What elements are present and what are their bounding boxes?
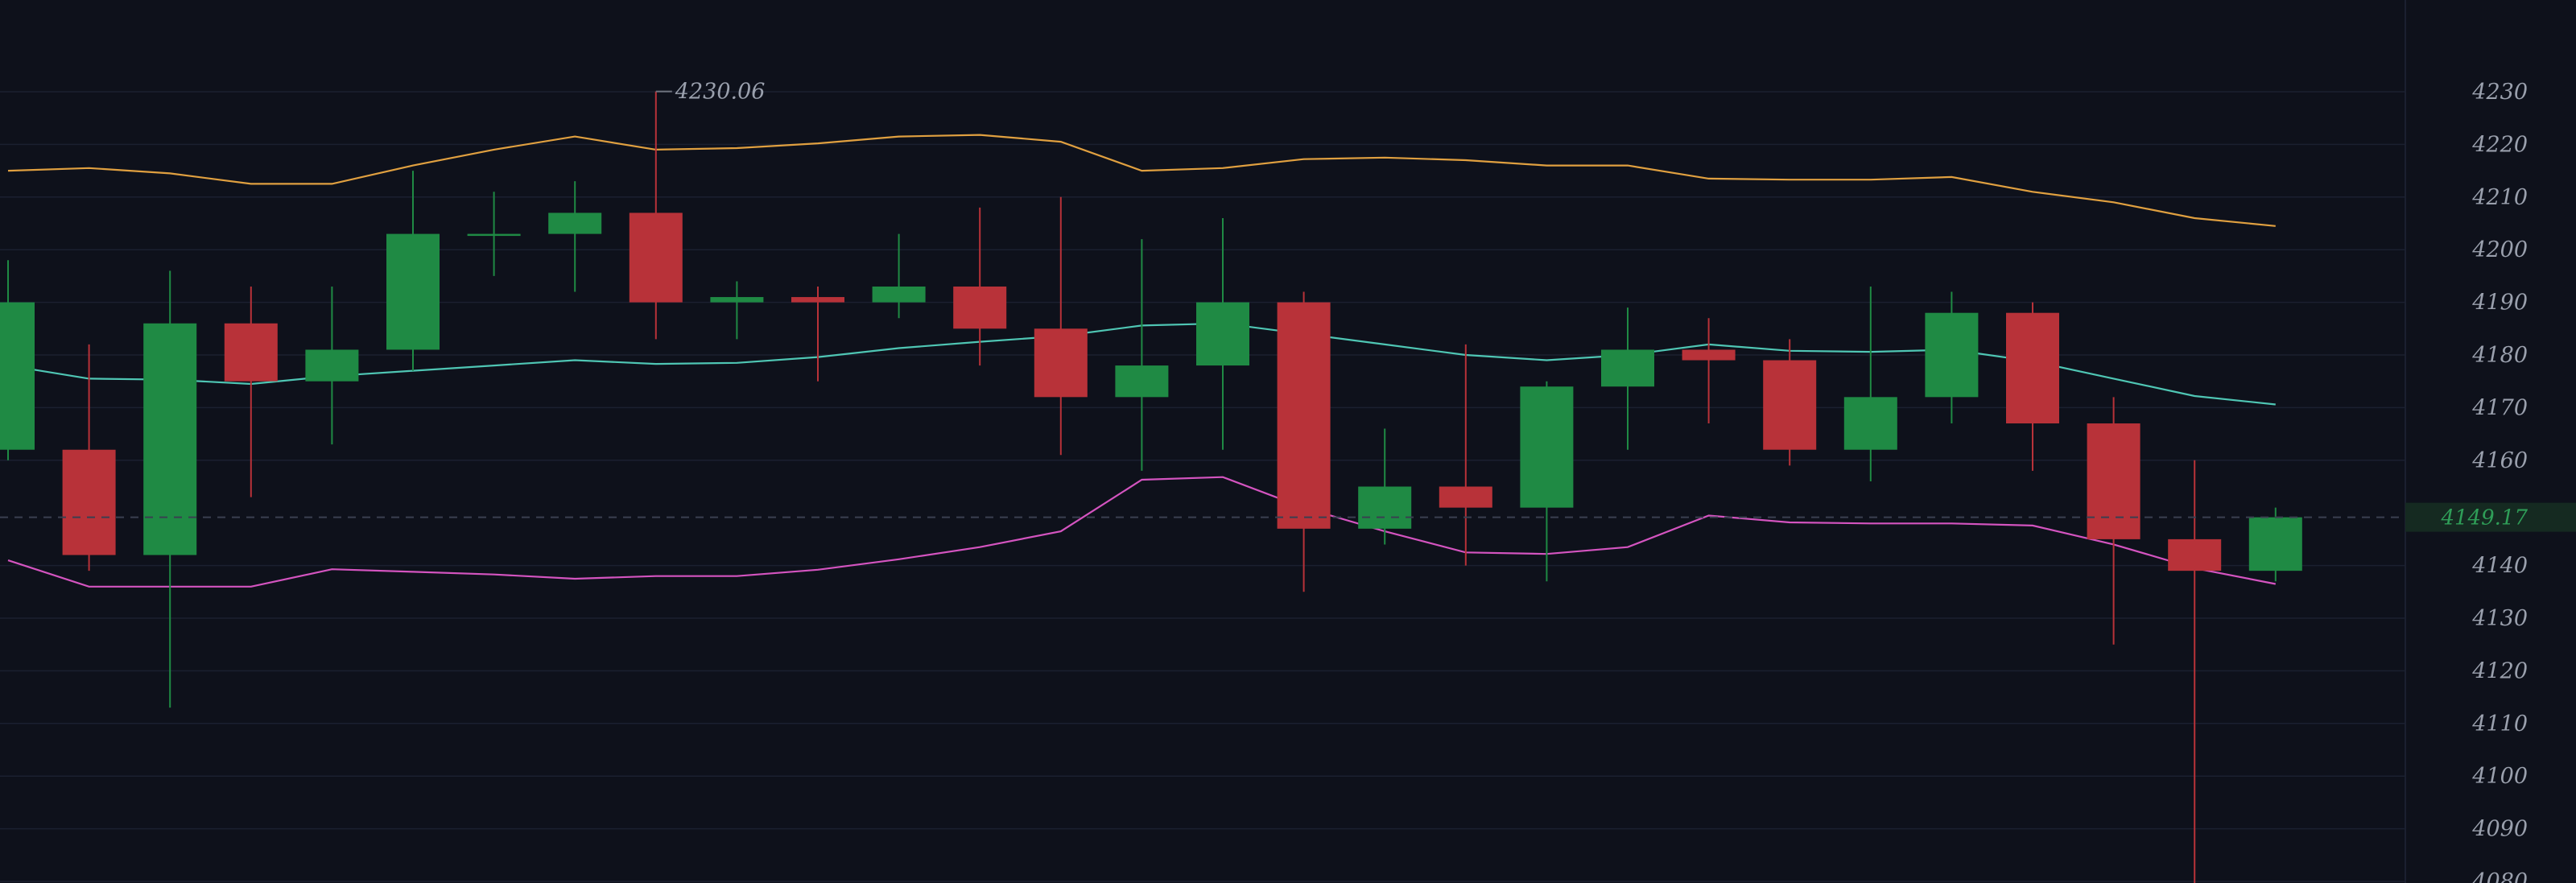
candle xyxy=(2087,397,2140,645)
candle-body xyxy=(2168,538,2222,571)
candle-body xyxy=(143,323,197,555)
candle xyxy=(2168,460,2222,883)
candle-body xyxy=(1601,349,1654,387)
current-price-tag-label: 4149.17 xyxy=(2440,506,2528,530)
candle-body xyxy=(0,302,35,450)
high-annotation: 4230.06 xyxy=(655,80,766,105)
candle xyxy=(0,260,35,460)
current-price-tag-background xyxy=(2405,502,2576,532)
candle xyxy=(62,344,116,571)
candle xyxy=(1601,307,1654,450)
candle-body xyxy=(710,297,764,303)
candle-body xyxy=(1520,386,1574,508)
candle-body xyxy=(62,449,116,555)
y-tick-label: 4090 xyxy=(2471,817,2528,842)
y-tick-label: 4080 xyxy=(2471,869,2528,883)
candle-body xyxy=(872,286,926,303)
candle-body xyxy=(1277,302,1331,529)
candle xyxy=(1925,291,1979,424)
candle xyxy=(1682,318,1736,424)
grid-lines xyxy=(0,91,2405,882)
candle xyxy=(1196,217,1249,450)
y-tick-label: 4170 xyxy=(2471,395,2528,420)
y-tick-label: 4120 xyxy=(2471,658,2528,683)
candle-body xyxy=(305,349,359,382)
candle xyxy=(953,207,1007,366)
y-tick-label: 4130 xyxy=(2471,606,2528,631)
high-annotation-label: 4230.06 xyxy=(675,80,766,105)
candle xyxy=(872,233,926,319)
candle xyxy=(224,286,278,497)
y-tick-label: 4210 xyxy=(2471,185,2528,210)
indicator-line xyxy=(7,476,2277,588)
candle-body xyxy=(467,233,521,237)
candle-body xyxy=(953,286,1007,329)
candle xyxy=(1439,344,1492,566)
candle xyxy=(386,171,440,371)
price-axis: 4230 4220 4210 4200 4190 4180 4170 4160 4140 4130… xyxy=(2471,80,2528,883)
candle-body xyxy=(1925,312,1979,398)
candle xyxy=(629,91,683,340)
candle-body xyxy=(1196,302,1249,366)
candle xyxy=(2248,507,2302,582)
candle-body xyxy=(1682,349,1736,361)
candle-body xyxy=(629,212,683,303)
candle xyxy=(791,286,844,382)
y-tick-label: 4100 xyxy=(2471,764,2528,789)
candle xyxy=(1115,239,1169,471)
y-tick-label: 4160 xyxy=(2471,448,2528,473)
candle xyxy=(1358,428,1412,545)
candle xyxy=(305,286,359,445)
candle xyxy=(548,181,602,292)
y-tick-label: 4230 xyxy=(2471,80,2528,105)
current-price-tag: 4149.17 xyxy=(2405,502,2576,532)
y-tick-label: 4190 xyxy=(2471,291,2528,316)
candle-body xyxy=(791,297,844,303)
candle-body xyxy=(1763,360,1817,450)
candle-body xyxy=(2248,517,2302,571)
candle-body xyxy=(1034,328,1088,398)
candle-body xyxy=(2006,312,2059,424)
candle xyxy=(1520,381,1574,582)
y-tick-label: 4180 xyxy=(2471,343,2528,368)
candle-body xyxy=(386,233,440,350)
candle xyxy=(1763,339,1817,466)
candle xyxy=(710,281,764,340)
candle xyxy=(2006,302,2059,471)
candle xyxy=(1843,286,1897,481)
candle xyxy=(467,192,521,276)
candle xyxy=(1034,196,1088,456)
indicator-line xyxy=(7,134,2276,227)
candle-body xyxy=(2087,423,2140,539)
candle-body xyxy=(1439,486,1492,508)
candle-body xyxy=(548,212,602,234)
y-tick-label: 4200 xyxy=(2471,237,2528,262)
candle xyxy=(143,270,197,708)
y-tick-label: 4220 xyxy=(2471,132,2528,157)
y-tick-label: 4110 xyxy=(2471,712,2528,737)
candle xyxy=(1277,291,1331,592)
candle-body xyxy=(1843,397,1897,450)
y-tick-label: 4140 xyxy=(2471,554,2528,579)
candle-body xyxy=(224,323,278,382)
candle-body xyxy=(1115,365,1169,398)
candles xyxy=(0,91,2302,883)
candle-body xyxy=(1358,486,1412,529)
